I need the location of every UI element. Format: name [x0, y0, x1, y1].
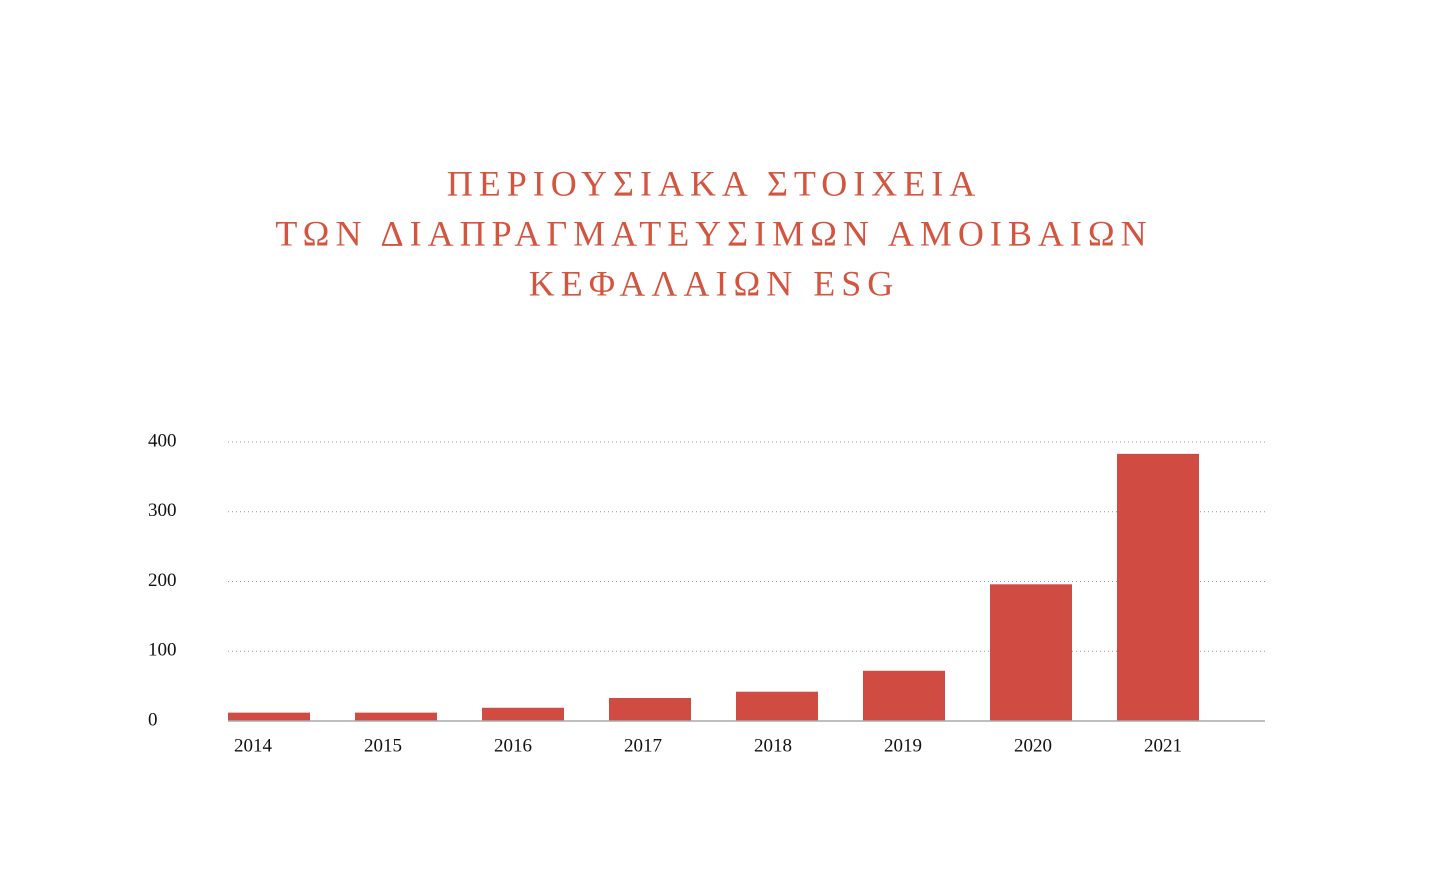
bar	[1117, 453, 1199, 721]
x-tick-label: 2015	[364, 735, 402, 756]
y-tick-label: 400	[148, 430, 177, 451]
x-tick-label: 2020	[1014, 735, 1052, 756]
x-tick-label: 2021	[1144, 735, 1182, 756]
x-tick-label: 2019	[884, 735, 922, 756]
bar	[482, 707, 564, 721]
y-tick-label: 0	[148, 709, 158, 730]
x-tick-label: 2014	[234, 735, 273, 756]
x-tick-label: 2018	[754, 735, 792, 756]
bar	[990, 584, 1072, 721]
bar	[355, 712, 437, 721]
y-tick-label: 100	[148, 640, 177, 661]
bar	[863, 670, 945, 721]
y-tick-label: 300	[148, 500, 177, 521]
bar	[609, 697, 691, 721]
chart-title: ΠΕΡΙΟΥΣΙΑΚΑ ΣΤΟΙΧΕΙΑ	[447, 163, 981, 203]
bar	[228, 712, 310, 721]
y-tick-label: 200	[148, 570, 177, 591]
chart-title: ΤΩΝ ΔΙΑΠΡΑΓΜΑΤΕΥΣΙΜΩΝ ΑΜΟΙΒΑΙΩΝ	[275, 213, 1152, 253]
bar	[736, 691, 818, 721]
x-tick-label: 2016	[494, 735, 532, 756]
chart-title: ΚΕΦΑΛΑΙΩΝ ESG	[529, 263, 899, 303]
x-tick-label: 2017	[624, 735, 662, 756]
